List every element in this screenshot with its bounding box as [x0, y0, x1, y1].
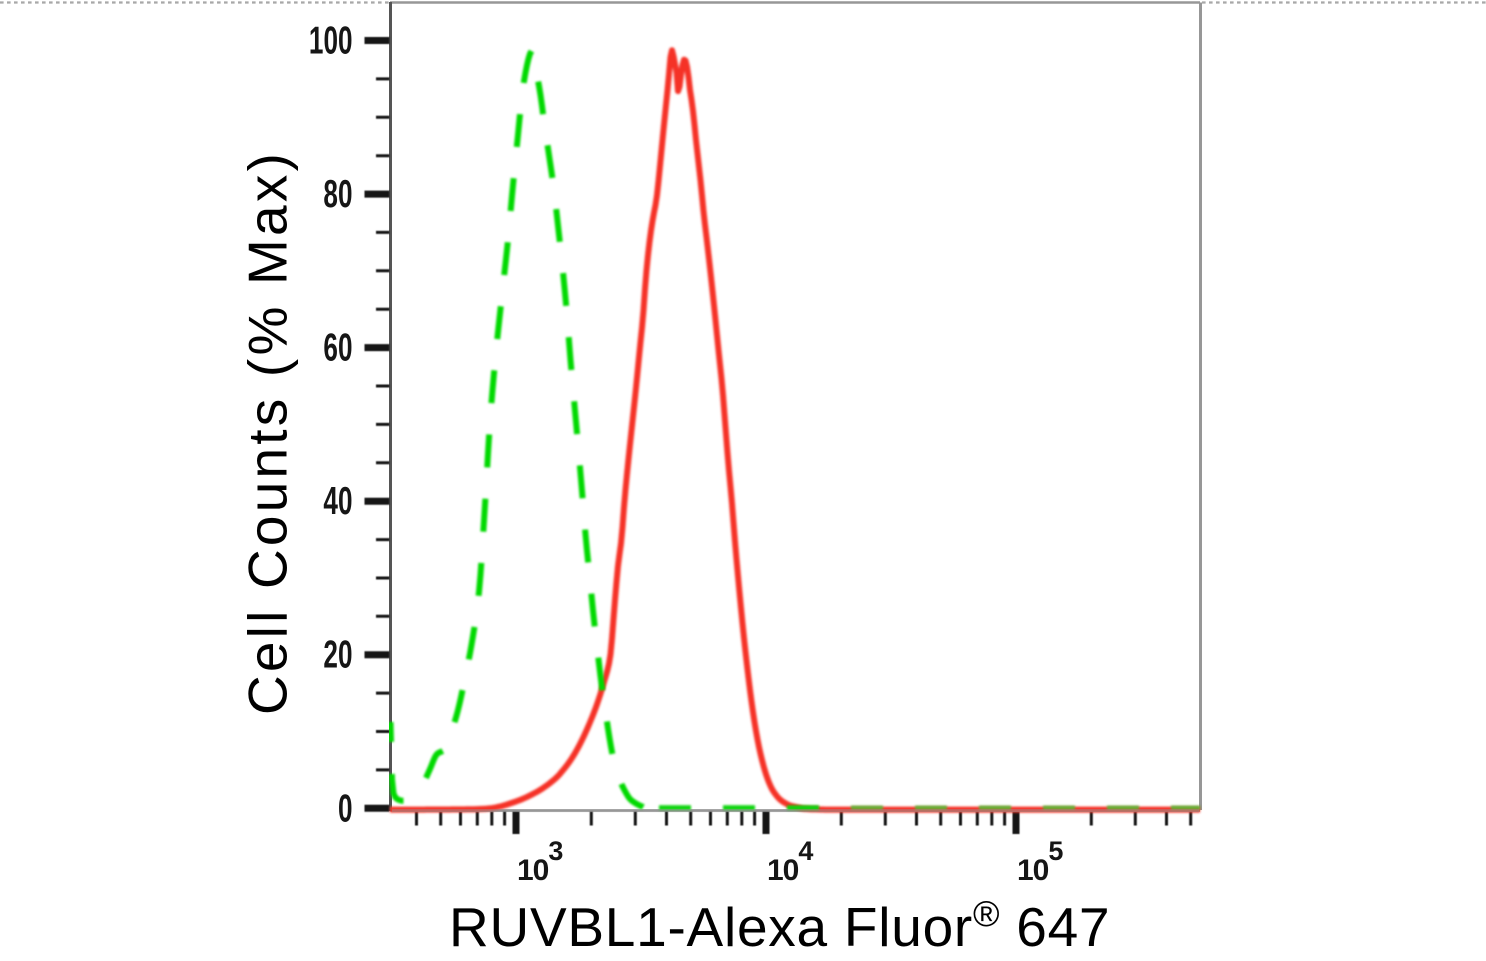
svg-text:60: 60	[323, 327, 352, 370]
svg-text:Cell Counts (% Max): Cell Counts (% Max)	[237, 150, 299, 715]
svg-text:80: 80	[323, 173, 352, 216]
svg-text:40: 40	[323, 480, 352, 523]
svg-text:0: 0	[338, 787, 353, 830]
svg-text:RUVBL1-Alexa Fluor® 647: RUVBL1-Alexa Fluor® 647	[449, 893, 1110, 956]
svg-text:20: 20	[323, 634, 352, 677]
svg-text:100: 100	[309, 19, 353, 62]
